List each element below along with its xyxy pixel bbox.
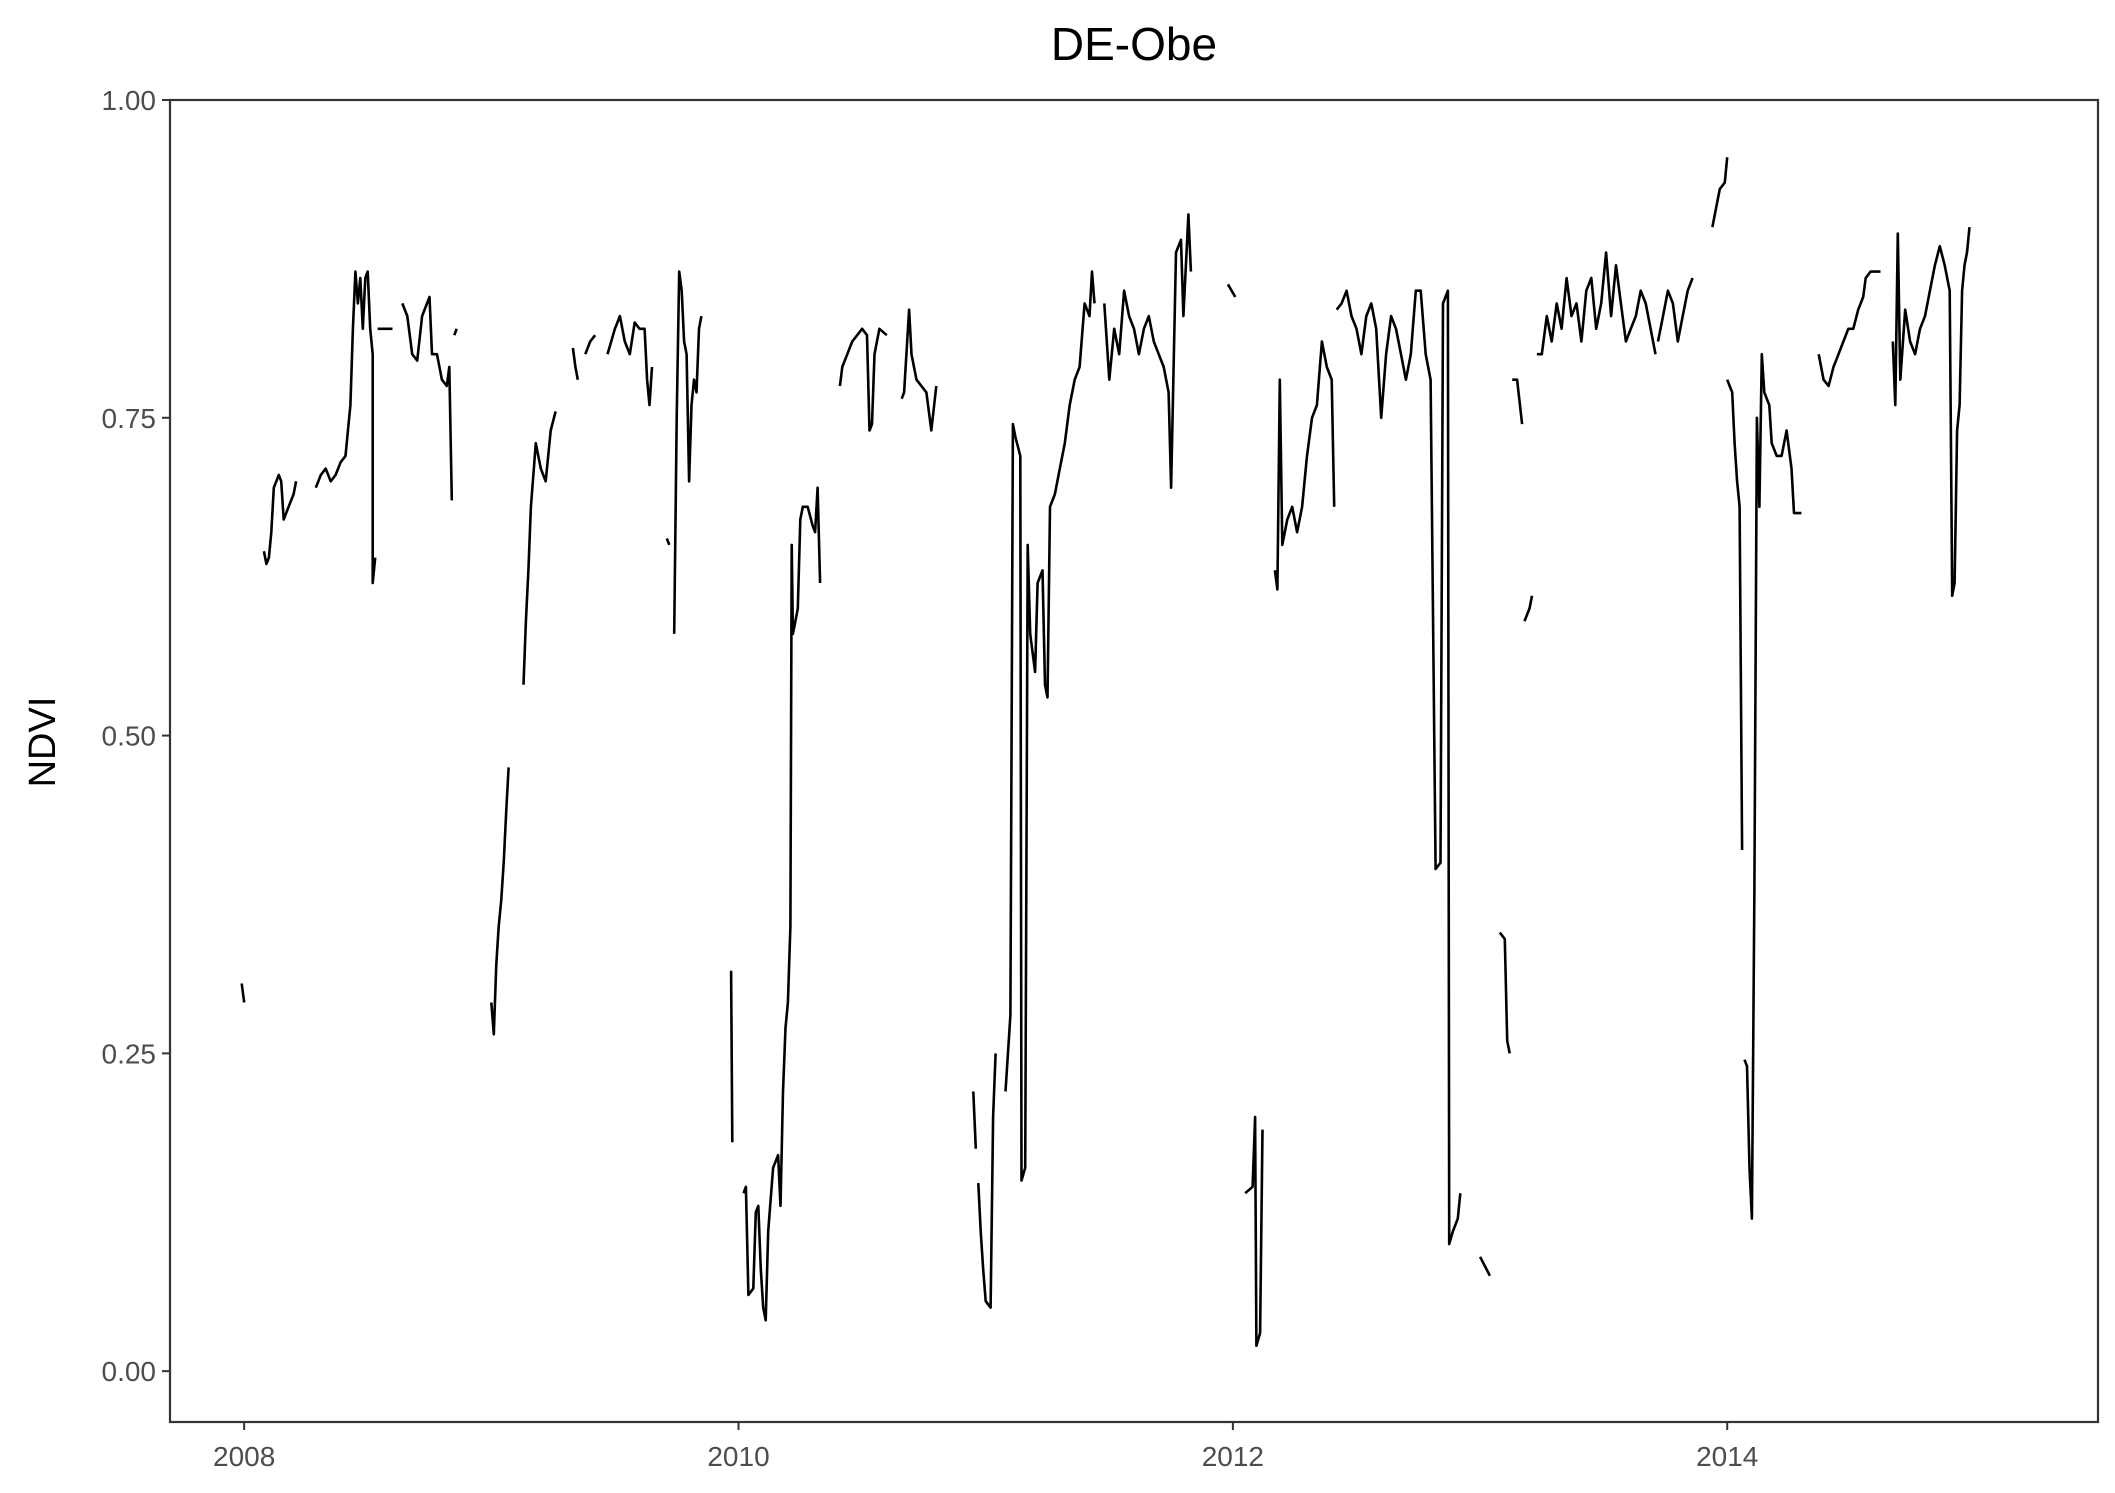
ndvi-line-segment — [972, 1091, 978, 1149]
ndvi-line-segment — [838, 327, 888, 432]
ndvi-series — [240, 157, 1971, 1347]
ndvi-line-segment — [1226, 283, 1237, 298]
ndvi-line-segment — [1817, 270, 1881, 388]
ndvi-line-segment — [401, 295, 454, 501]
ndvi-line-segment — [262, 473, 298, 566]
ndvi-line-segment — [1512, 378, 1524, 425]
ndvi-line-segment — [606, 314, 654, 407]
chart-title: DE-Obe — [1051, 18, 1217, 70]
x-tick-label: 2012 — [1202, 1441, 1264, 1472]
y-axis-title: NDVI — [22, 697, 64, 788]
ndvi-line-segment — [1523, 595, 1534, 622]
y-tick-label: 0.00 — [102, 1356, 157, 1387]
x-tick-label: 2008 — [213, 1441, 275, 1472]
ndvi-line-segment — [1004, 270, 1096, 1182]
ndvi-line-segment — [584, 334, 597, 355]
ndvi-line-segment — [571, 347, 580, 380]
ndvi-line-segment — [1244, 1115, 1264, 1347]
x-tick-label: 2014 — [1696, 1441, 1758, 1472]
ndvi-line-segment — [665, 538, 671, 546]
ndvi-line-segment — [1498, 931, 1511, 1054]
ndvi-line-segment — [742, 486, 822, 1322]
y-tick-label: 1.00 — [102, 85, 157, 116]
y-tick-label: 0.75 — [102, 403, 157, 434]
ndvi-line-segment — [1711, 157, 1729, 228]
ndvi-line-segment — [490, 767, 510, 1036]
ndvi-line-segment — [314, 270, 377, 585]
ndvi-line-segment — [1536, 251, 1657, 356]
ndvi-line-segment — [1335, 289, 1462, 1246]
ndvi-line-segment — [1725, 379, 1744, 851]
ndvi-line-segment — [1891, 226, 1971, 598]
ndvi-line-segment — [522, 411, 557, 685]
y-axis-ticks: 0.00 0.25 0.50 0.75 1.00 — [102, 85, 170, 1387]
x-tick-label: 2010 — [707, 1441, 769, 1472]
ndvi-line-segment — [240, 983, 246, 1003]
ndvi-line-segment — [900, 308, 938, 432]
ndvi-line-segment — [672, 270, 703, 634]
ndvi-line-segment — [453, 328, 458, 336]
ndvi-line-segment — [1743, 352, 1802, 1220]
ndvi-line-segment — [1273, 340, 1336, 591]
ndvi-line-segment — [1656, 277, 1694, 343]
ndvi-line-segment — [977, 1053, 997, 1309]
ndvi-line-segment — [1103, 213, 1193, 489]
y-tick-label: 0.25 — [102, 1038, 157, 1069]
x-axis-ticks: 2008 2010 2012 2014 — [213, 1422, 1758, 1472]
y-tick-label: 0.50 — [102, 721, 157, 752]
ndvi-line-segment — [1478, 1256, 1492, 1277]
ndvi-line-segment — [729, 970, 734, 1143]
plot-panel-border — [168, 98, 2100, 1424]
